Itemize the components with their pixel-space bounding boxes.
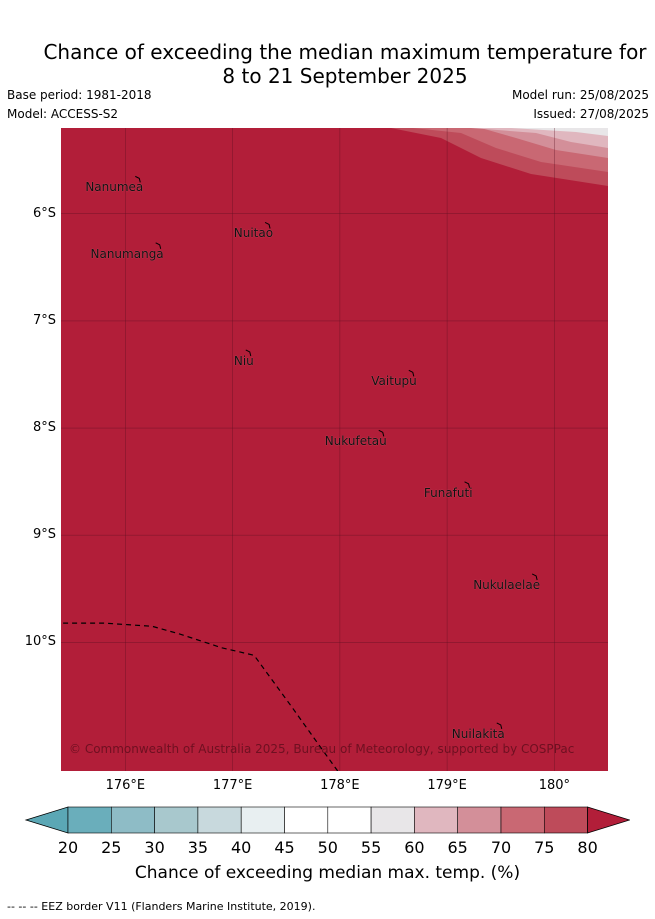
longitude-label: 180° [538,778,571,793]
map-canvas [61,128,608,771]
place-label: Nukufetau [324,434,387,449]
eez-border-line [63,622,339,771]
colorbar-segment [197,806,242,834]
colorbar-tick-label: 70 [490,838,512,857]
place-label: Nukulaelae [473,577,541,592]
colorbar-segment [543,806,588,834]
latitude-label: 10°S [24,634,56,650]
probability-map: Nanumea Nuitao Nanumanga Niu Vaitupu Nukufeta… [61,128,608,771]
island-outline [245,349,252,357]
model-name: Model: ACCESS-S2 [7,107,119,121]
colorbar-tick-label: 65 [447,838,468,857]
graticule [61,128,608,771]
island-outline [464,481,471,488]
title-line-2: 8 to 21 September 2025 [222,64,468,88]
colorbar-tick-label: 25 [101,838,122,857]
colorbar-segment [457,806,502,834]
colorbar-segment [154,806,199,834]
latitude-label: 8°S [32,420,56,436]
contour-band-55 [511,128,608,136]
colorbar-segment [284,806,329,834]
place-label: Nuitao [233,226,274,241]
map-title: Chance of exceeding the median maximum t… [0,40,655,88]
title-line-1: Chance of exceeding the median maximum t… [43,40,647,64]
island-outline [155,242,162,249]
base-period: Base period: 1981-2018 [7,88,152,102]
longitude-label: 176°E [105,778,146,793]
eez-legend-note: -- -- -- EEZ border V11 (Flanders Marine… [7,900,316,913]
latitude-label: 7°S [32,312,56,328]
longitude-label: 179°E [427,778,467,793]
colorbar-tick-label: 20 [57,838,79,857]
colorbar-over-arrow [587,806,630,834]
colorbar-segment [370,806,415,834]
island-outline [378,429,385,437]
place-label: Niu [233,353,254,368]
place-label: Nanumanga [90,246,164,261]
colorbar-segment [414,806,458,834]
colorbar-segment [111,806,155,834]
colorbar-tick-label: 35 [187,838,209,857]
colorbar-segment [327,806,372,834]
issued-date: Issued: 27/08/2025 [533,107,649,121]
longitude-label: 178°E [320,778,360,793]
colorbar-tick-label: 40 [231,838,252,857]
colorbar-label: Chance of exceeding median max. temp. (%… [134,863,521,883]
copyright-notice: © Commonwealth of Australia 2025, Bureau… [69,742,575,756]
colorbar-tick-label: 60 [404,838,425,857]
colorbar-tick-label: 30 [144,838,165,857]
colorbar-segment [67,806,112,834]
place-label: Nuilakita [451,726,505,741]
island-outline [496,722,503,730]
latitude-label: 9°S [32,527,56,543]
contour-band-60 [471,128,608,148]
colorbar-tick-label: 55 [360,838,382,857]
island-outline [264,222,271,229]
colorbar-under-arrow [24,806,69,834]
place-label: Funafuti [423,485,473,500]
island-outlines [135,175,538,730]
latitude-label: 6°S [32,205,56,221]
colorbar-tick-label: 45 [274,838,295,857]
model-run: Model run: 25/08/2025 [511,88,649,102]
island-outline [531,573,538,581]
colorbar-tick-label: 75 [534,838,555,857]
colorbar-tick-label: 80 [577,838,598,857]
place-label: Vaitupu [371,374,417,389]
colorbar [24,806,630,834]
island-outline [135,175,141,183]
island-outline [408,369,415,377]
place-label: Nanumea [85,180,144,195]
colorbar-tick-label: 50 [317,838,338,857]
colorbar-segment [240,806,285,834]
colorbar-segment [500,806,545,834]
longitude-label: 177°E [212,778,253,793]
